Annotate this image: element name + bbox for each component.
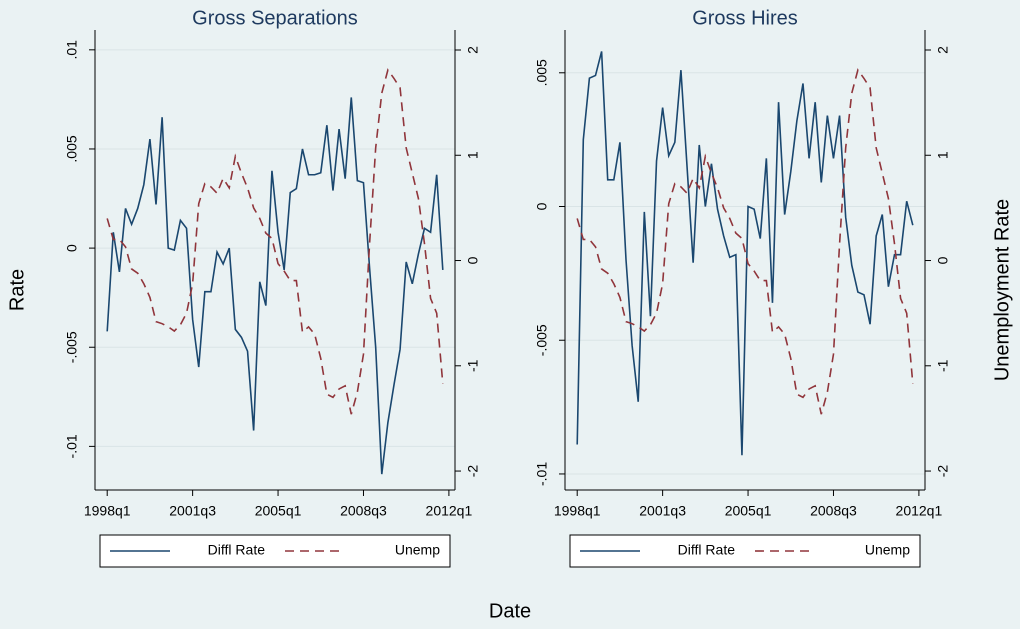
y-tick-label: -.005 [64,331,80,363]
panel-title: Gross Separations [192,7,358,29]
y2-axis-title: Unemployment Rate [991,199,1013,381]
series-line [106,97,444,475]
x-tick-label: 2001q3 [169,503,216,519]
x-tick-label: 2012q1 [426,503,473,519]
y-tick-label: .005 [64,135,80,162]
x-tick-label: 2005q1 [255,503,302,519]
y-tick-label: .005 [534,59,550,86]
y2-tick-label: -1 [935,359,951,372]
panel-title: Gross Hires [692,7,798,29]
y2-tick-label: 1 [465,151,481,159]
y2-tick-label: -2 [935,465,951,478]
y2-tick-label: 0 [465,256,481,264]
y-tick-label: 0 [534,202,550,210]
series-line [106,68,444,415]
legend-label: Unemp [395,542,440,558]
y2-tick-label: 0 [935,256,951,264]
y2-tick-label: 2 [935,46,951,54]
y2-tick-label: 1 [935,151,951,159]
x-tick-label: 2008q3 [340,503,387,519]
y-axis-title: Rate [6,269,28,311]
x-tick-label: 2005q1 [725,503,772,519]
y2-tick-label: 2 [465,46,481,54]
legend-label: Diffl Rate [208,542,266,558]
y-tick-label: -.01 [64,434,80,458]
series-line [576,68,914,415]
y-tick-label: -.005 [534,324,550,356]
x-axis-title: Date [489,600,531,622]
y2-tick-label: -1 [465,359,481,372]
y2-tick-label: -2 [465,465,481,478]
y-tick-label: .01 [64,40,80,60]
y-tick-label: -.01 [534,462,550,486]
x-tick-label: 2012q1 [896,503,943,519]
series-line [576,51,914,456]
x-tick-label: 1998q1 [84,503,131,519]
x-tick-label: 1998q1 [554,503,601,519]
x-tick-label: 2008q3 [810,503,857,519]
legend-label: Diffl Rate [678,542,736,558]
y-tick-label: 0 [64,244,80,252]
x-tick-label: 2001q3 [639,503,686,519]
legend-label: Unemp [865,542,910,558]
